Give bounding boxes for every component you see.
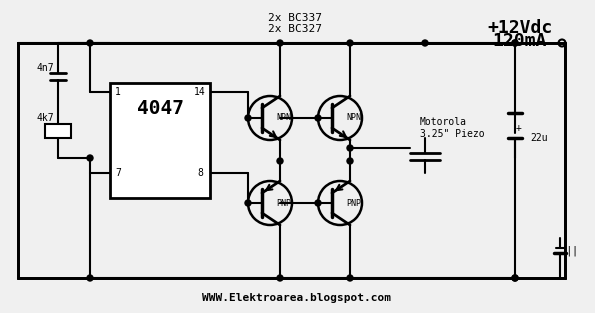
Bar [45,124,71,138]
Circle shape [277,40,283,46]
Text: ||: || [565,246,579,256]
Text: 2x BC337: 2x BC337 [268,13,322,23]
Circle shape [277,275,283,281]
Text: 4n7: 4n7 [36,63,54,73]
Circle shape [512,275,518,281]
Text: NPN: NPN [277,114,292,122]
Text: 22u: 22u [530,133,547,143]
Text: 2x BC327: 2x BC327 [268,24,322,34]
Text: PNP: PNP [277,198,292,208]
Circle shape [87,155,93,161]
Circle shape [512,40,518,46]
Circle shape [245,200,251,206]
Text: 120mA: 120mA [493,32,547,50]
Text: NPN: NPN [346,114,362,122]
Text: 1: 1 [115,87,121,97]
Circle shape [347,145,353,151]
Circle shape [277,158,283,164]
Circle shape [422,40,428,46]
Text: 8: 8 [197,168,203,178]
Circle shape [87,40,93,46]
Text: 7: 7 [115,168,121,178]
Text: +: + [516,123,522,133]
Text: Motorola
3.25" Piezo: Motorola 3.25" Piezo [420,117,484,139]
Text: PNP: PNP [346,198,362,208]
Bar [110,83,210,198]
Text: 4047: 4047 [136,99,183,117]
Text: 14: 14 [194,87,206,97]
Circle shape [512,275,518,281]
Circle shape [347,275,353,281]
Circle shape [347,158,353,164]
Circle shape [315,200,321,206]
Circle shape [315,115,321,121]
Text: 4k7: 4k7 [36,113,54,123]
Circle shape [347,40,353,46]
Circle shape [245,115,251,121]
Text: WWW.Elektroarea.blogspot.com: WWW.Elektroarea.blogspot.com [202,293,392,303]
Circle shape [87,275,93,281]
Text: +12Vdc: +12Vdc [487,19,553,37]
Bar [18,43,565,278]
Circle shape [512,40,518,46]
